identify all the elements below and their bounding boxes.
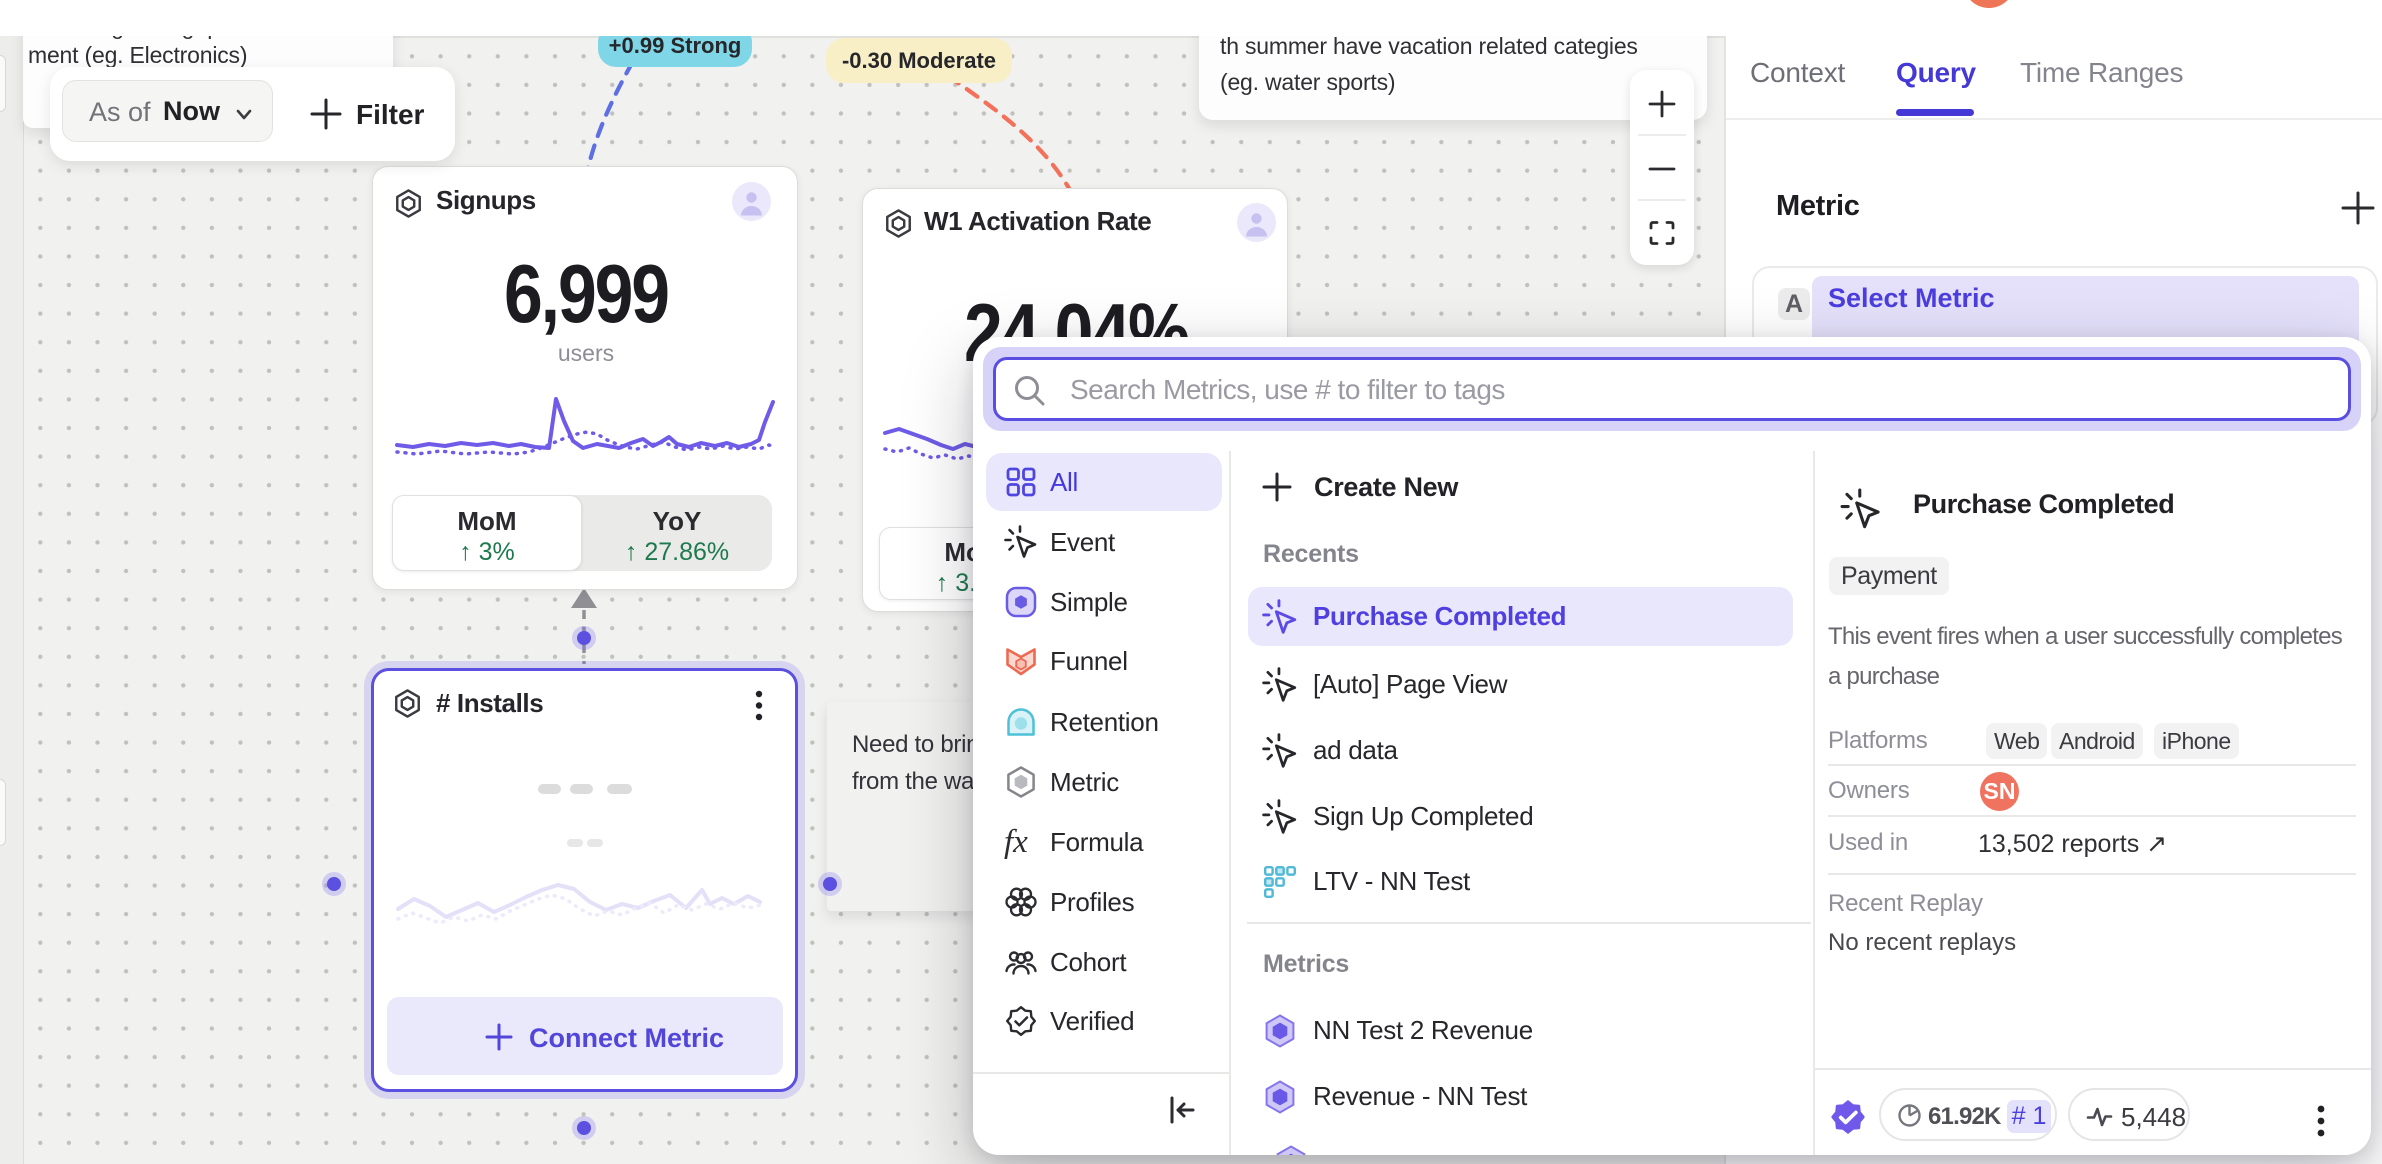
svg-text:fx: fx	[1004, 824, 1028, 860]
